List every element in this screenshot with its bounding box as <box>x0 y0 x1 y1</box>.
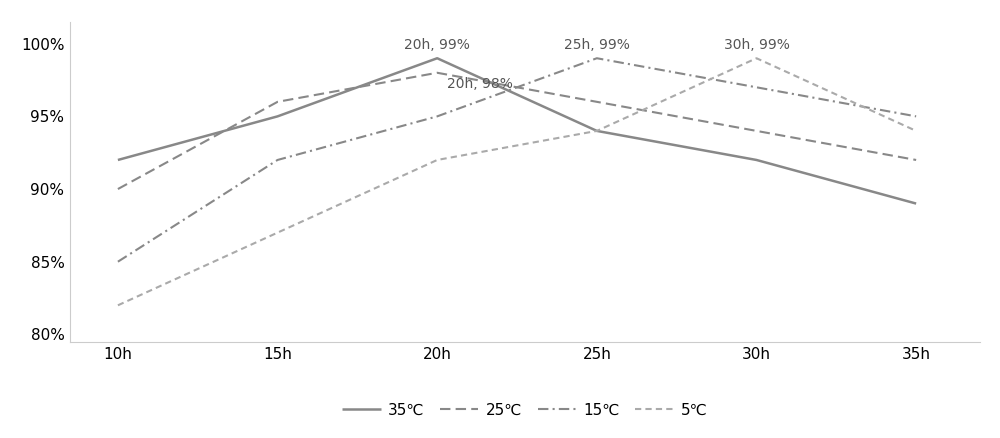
15℃ <box>112 259 124 265</box>
25℃ <box>910 157 922 162</box>
5℃ <box>910 128 922 134</box>
15℃ <box>272 157 284 162</box>
35℃ <box>591 128 603 134</box>
Text: 25h, 99%: 25h, 99% <box>564 39 630 53</box>
Line: 5℃: 5℃ <box>118 58 916 305</box>
5℃ <box>272 230 284 235</box>
Line: 25℃: 25℃ <box>118 73 916 189</box>
25℃ <box>591 99 603 105</box>
5℃ <box>591 128 603 134</box>
35℃ <box>910 201 922 206</box>
15℃ <box>750 85 762 90</box>
35℃ <box>431 56 443 61</box>
Legend: 35℃, 25℃, 15℃, 5℃: 35℃, 25℃, 15℃, 5℃ <box>336 396 714 424</box>
25℃ <box>750 128 762 134</box>
15℃ <box>910 114 922 119</box>
25℃ <box>272 99 284 105</box>
5℃ <box>750 56 762 61</box>
5℃ <box>431 157 443 162</box>
5℃ <box>112 303 124 308</box>
Text: 30h, 99%: 30h, 99% <box>724 39 789 53</box>
25℃ <box>112 187 124 192</box>
35℃ <box>272 114 284 119</box>
15℃ <box>431 114 443 119</box>
Line: 15℃: 15℃ <box>118 58 916 262</box>
Text: 20h, 99%: 20h, 99% <box>404 39 470 53</box>
Text: 20h, 98%: 20h, 98% <box>447 77 513 91</box>
35℃ <box>112 157 124 162</box>
35℃ <box>750 157 762 162</box>
25℃ <box>431 70 443 75</box>
15℃ <box>591 56 603 61</box>
Line: 35℃: 35℃ <box>118 58 916 204</box>
